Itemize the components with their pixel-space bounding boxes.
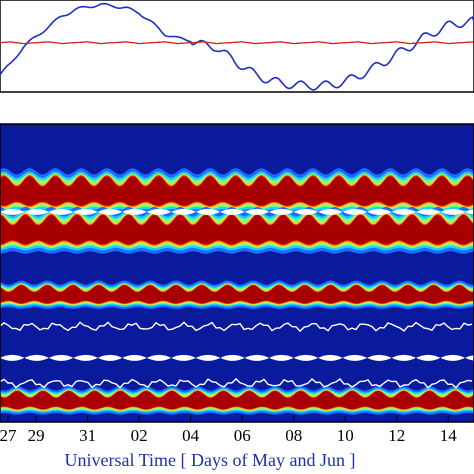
white-lens-1-15 xyxy=(342,208,368,215)
heatmap-panel xyxy=(0,123,474,423)
line-panel-frame xyxy=(0,0,474,93)
white-lens-1-16 xyxy=(367,208,392,215)
x-tick-label: 27 xyxy=(0,426,17,445)
white-lens-1-20 xyxy=(465,209,474,215)
white-lens-3-18 xyxy=(416,354,441,361)
white-lens-1-3 xyxy=(48,208,74,215)
white-lens-1-5 xyxy=(97,208,123,215)
white-lens-3-16 xyxy=(367,354,392,361)
white-trace-4 xyxy=(0,377,473,389)
white-lens-1-4 xyxy=(73,208,98,215)
x-axis-tick-labels: 27 29 31 02 04 06 08 10 12 14 xyxy=(0,416,457,445)
heatmap-band-1-level-6 xyxy=(0,176,474,206)
heatmap-white-traces xyxy=(0,208,474,389)
white-lens-1-1 xyxy=(0,208,25,215)
white-lens-1-2 xyxy=(24,208,49,215)
white-lens-3-11 xyxy=(244,354,270,361)
white-lens-3-14 xyxy=(318,354,343,361)
white-trace-2 xyxy=(0,321,473,333)
white-lens-3-2 xyxy=(24,354,49,361)
white-lens-1-6 xyxy=(122,208,147,215)
white-lens-1-13 xyxy=(293,208,319,215)
white-lens-3-7 xyxy=(146,354,172,361)
line-series-group xyxy=(0,2,474,91)
white-lens-3-6 xyxy=(122,354,147,361)
white-lens-1-8 xyxy=(171,208,196,215)
heatmap-bands xyxy=(0,168,474,415)
heatmap-band-2-level-6 xyxy=(0,214,474,245)
white-lens-1-14 xyxy=(318,208,343,215)
white-lens-3-5 xyxy=(97,354,123,361)
x-tick-label: 14 xyxy=(440,426,458,445)
white-lens-1-18 xyxy=(416,208,441,215)
white-lens-3-15 xyxy=(342,354,368,361)
white-lens-1-9 xyxy=(195,208,221,215)
x-tick-label: 04 xyxy=(182,426,200,445)
white-lens-3-19 xyxy=(440,354,465,361)
white-lens-3-20 xyxy=(465,355,474,361)
x-tick-label: 06 xyxy=(234,426,251,445)
white-lens-3-12 xyxy=(269,354,294,361)
white-lens-3-3 xyxy=(48,354,74,361)
line-panel xyxy=(0,0,474,93)
white-lens-3-17 xyxy=(391,354,416,361)
heatmap-band-3-level-6 xyxy=(0,285,474,304)
x-tick-label: 31 xyxy=(79,426,96,445)
white-lens-1-17 xyxy=(391,208,416,215)
white-lens-1-12 xyxy=(269,208,294,215)
white-lens-3-8 xyxy=(171,354,196,361)
x-tick-label: 10 xyxy=(337,426,354,445)
white-lens-1-10 xyxy=(220,208,245,215)
white-lens-1-7 xyxy=(146,208,172,215)
x-tick-label: 08 xyxy=(285,426,302,445)
white-lens-3-13 xyxy=(293,354,319,361)
white-lens-1-11 xyxy=(244,208,270,215)
heatmap-frame xyxy=(0,123,474,423)
white-lens-3-4 xyxy=(73,354,98,361)
line-series-2 xyxy=(0,41,474,45)
line-series-1 xyxy=(0,2,474,91)
x-axis-label: Universal Time [ Days of May and Jun ] xyxy=(65,450,356,470)
heatmap-band-4-level-6 xyxy=(0,390,474,410)
white-lens-1-19 xyxy=(440,208,465,215)
x-tick-label: 02 xyxy=(131,426,148,445)
x-tick-label: 12 xyxy=(388,426,405,445)
white-lens-3-9 xyxy=(195,354,221,361)
x-tick-label: 29 xyxy=(28,426,45,445)
white-lens-3-1 xyxy=(0,354,25,361)
white-lens-3-10 xyxy=(220,354,245,361)
